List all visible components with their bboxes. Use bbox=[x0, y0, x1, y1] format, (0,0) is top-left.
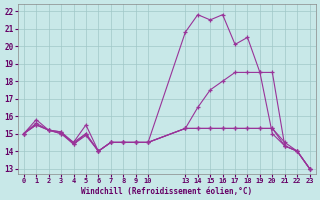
X-axis label: Windchill (Refroidissement éolien,°C): Windchill (Refroidissement éolien,°C) bbox=[81, 187, 252, 196]
